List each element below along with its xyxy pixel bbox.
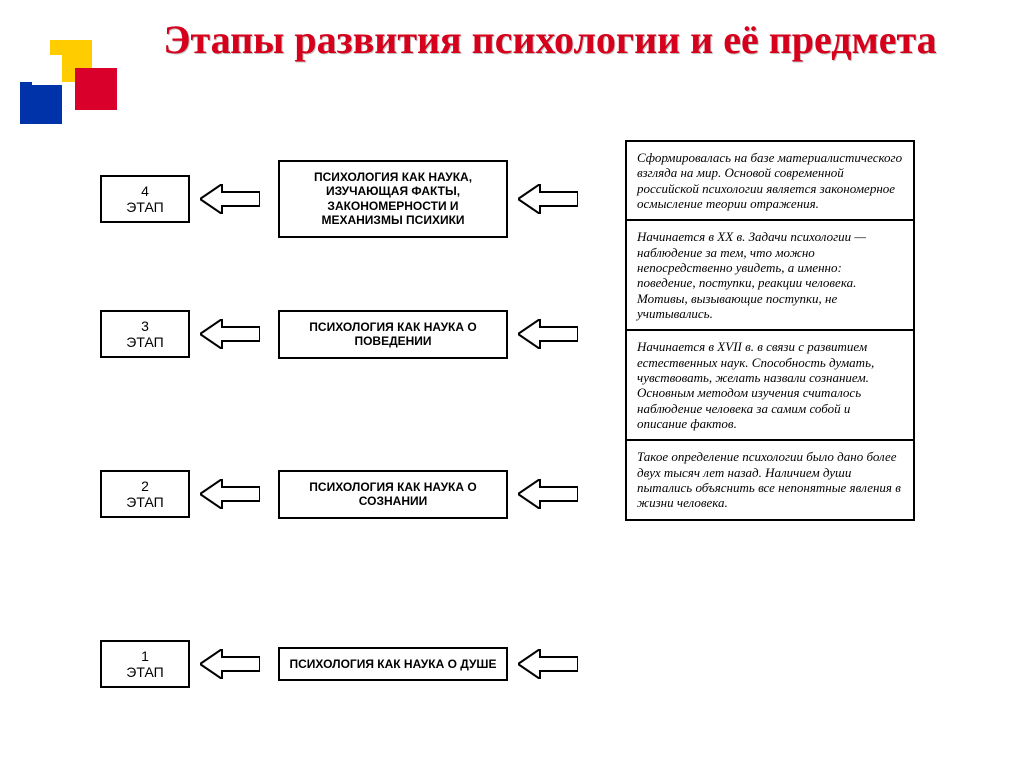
stage-num-2: 2 ЭТАП — [100, 470, 190, 518]
arrow-left-icon — [518, 319, 578, 349]
mid-stage-3: ПСИХОЛОГИЯ КАК НАУКА О ПОВЕДЕНИИ — [278, 310, 508, 359]
arrow-left-icon — [200, 184, 260, 214]
stage-num-4: 4 ЭТАП — [100, 175, 190, 223]
mid-stage-1: ПСИХОЛОГИЯ КАК НАУКА О ДУШЕ — [278, 647, 508, 681]
square-blue — [20, 82, 62, 124]
stage-num-3: 3 ЭТАП — [100, 310, 190, 358]
square-white — [32, 55, 62, 85]
arrow-left-icon — [518, 184, 578, 214]
stage-num-1: 1 ЭТАП — [100, 640, 190, 688]
mid-stage-2: ПСИХОЛОГИЯ КАК НАУКА О СОЗНАНИИ — [278, 470, 508, 519]
stages-diagram: Сформировалась на базе материалистическо… — [100, 140, 960, 750]
row-stage-2: 2 ЭТАП ПСИХОЛОГИЯ КАК НАУКА О СОЗНАНИИ — [100, 470, 960, 519]
arrow-left-icon — [518, 649, 578, 679]
row-stage-1: 1 ЭТАП ПСИХОЛОГИЯ КАК НАУКА О ДУШЕ — [100, 640, 960, 688]
page-title: Этапы развития психологии и её предмета — [140, 18, 960, 62]
row-stage-3: 3 ЭТАП ПСИХОЛОГИЯ КАК НАУКА О ПОВЕДЕНИИ — [100, 310, 960, 359]
arrow-left-icon — [200, 319, 260, 349]
mid-stage-4: ПСИХОЛОГИЯ КАК НАУКА, ИЗУЧАЮЩАЯ ФАКТЫ, З… — [278, 160, 508, 238]
row-stage-4: 4 ЭТАП ПСИХОЛОГИЯ КАК НАУКА, ИЗУЧАЮЩАЯ Ф… — [100, 160, 960, 238]
arrow-left-icon — [518, 479, 578, 509]
arrow-left-icon — [200, 479, 260, 509]
arrow-left-icon — [200, 649, 260, 679]
square-red — [75, 68, 117, 110]
corner-decoration — [20, 30, 110, 130]
